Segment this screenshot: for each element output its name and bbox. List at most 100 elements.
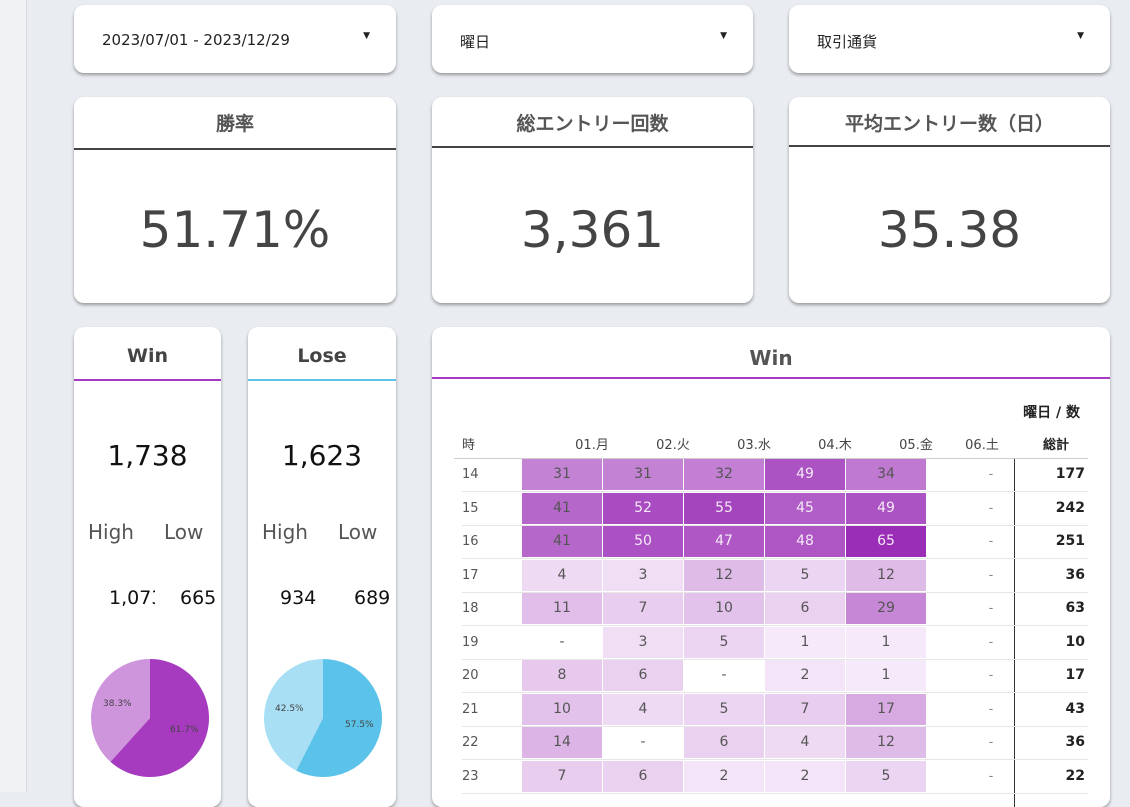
heatmap-cell: 10 bbox=[684, 593, 764, 624]
hour-header: 時 bbox=[462, 438, 476, 453]
win-summary-card: Win 1,738 High Low 1,073 665 38.3% 61.7% bbox=[74, 327, 221, 807]
row-hour: 15 bbox=[462, 500, 479, 516]
row-divider bbox=[462, 591, 1088, 593]
heatmap-cell: 34 bbox=[846, 459, 926, 490]
heatmap-cell: 1 bbox=[846, 660, 926, 691]
heatmap-cell: 29 bbox=[846, 593, 926, 624]
pie-label-low: 38.3% bbox=[103, 699, 132, 709]
divider bbox=[248, 379, 396, 381]
heatmap-cell: 12 bbox=[846, 559, 926, 591]
heatmap-cell: 65 bbox=[846, 526, 926, 557]
weekday-filter[interactable]: 曜日 ▼ bbox=[432, 5, 753, 73]
row-divider bbox=[462, 658, 1088, 660]
heatmap-cell: 7 bbox=[765, 693, 845, 725]
heatmap-cell: 8 bbox=[522, 660, 602, 691]
heatmap-cell: 7 bbox=[522, 760, 602, 792]
heatmap-cell-saturday: - bbox=[988, 567, 994, 583]
row-total: 36 bbox=[1065, 734, 1085, 750]
heatmap-cell: 6 bbox=[684, 727, 764, 758]
heatmap-cell: 45 bbox=[765, 492, 845, 524]
lose-total: 1,623 bbox=[281, 439, 363, 472]
heatmap-cell: 32 bbox=[684, 459, 764, 490]
heatmap-cell: 41 bbox=[522, 492, 602, 524]
heatmap-cell: 49 bbox=[846, 492, 926, 524]
card-title: Lose bbox=[297, 345, 347, 367]
kpi-value: 51.71% bbox=[139, 201, 331, 259]
row-divider bbox=[462, 692, 1088, 693]
heatmap-cell-saturday: - bbox=[988, 601, 994, 616]
total-header: 総計 bbox=[1042, 438, 1069, 453]
heatmap-cell-saturday: - bbox=[988, 701, 994, 717]
pie-slice-high bbox=[296, 659, 382, 777]
lose-summary-card: Lose 1,623 High Low 934 689 42.5% 57.5% bbox=[248, 327, 396, 807]
kpi-avg-entries: 平均エントリー数（日） 35.38 bbox=[789, 97, 1110, 303]
heatmap-cell: 55 bbox=[684, 492, 764, 524]
heatmap-cell: 52 bbox=[603, 492, 683, 524]
row-divider bbox=[462, 558, 1088, 559]
heatmap-cell-saturday: - bbox=[988, 534, 994, 549]
heatmap-cell-saturday: - bbox=[988, 467, 994, 482]
pie-label-low: 42.5% bbox=[275, 704, 304, 714]
high-value: 1,073 bbox=[109, 587, 155, 609]
heatmap-cell: 5 bbox=[684, 626, 764, 658]
heatmap-cell: - bbox=[640, 734, 646, 750]
kpi-win-rate: 勝率 51.71% bbox=[74, 97, 396, 303]
row-total: 242 bbox=[1055, 499, 1085, 516]
row-total: 22 bbox=[1065, 767, 1085, 784]
heatmap-cell: 11 bbox=[522, 593, 602, 624]
col-header: 05.金 bbox=[899, 438, 933, 453]
low-label: Low bbox=[338, 520, 378, 544]
win-pie-chart bbox=[90, 659, 209, 777]
card-title: Win bbox=[127, 345, 168, 367]
heatmap-cell: 4 bbox=[765, 727, 845, 758]
col-header: 01.月 bbox=[575, 438, 609, 453]
heatmap-cell: 2 bbox=[765, 660, 845, 691]
caret-down-icon: ▼ bbox=[720, 31, 727, 41]
date-range-filter[interactable]: 2023/07/01 - 2023/12/29 ▼ bbox=[74, 5, 396, 73]
divider bbox=[789, 145, 1110, 147]
currency-filter[interactable]: 取引通貨 ▼ bbox=[789, 5, 1110, 73]
heatmap-cell: 3 bbox=[603, 626, 683, 658]
heatmap-cell: 10 bbox=[522, 693, 602, 725]
heatmap-cell: 50 bbox=[603, 526, 683, 557]
divider bbox=[432, 146, 753, 148]
caret-down-icon: ▼ bbox=[1077, 31, 1084, 41]
dimension-label: 曜日 / 数 bbox=[1023, 405, 1080, 421]
heatmap-cell-saturday: - bbox=[988, 668, 994, 683]
row-hour: 18 bbox=[462, 601, 479, 616]
heatmap-cell: 2 bbox=[684, 760, 764, 792]
col-header: 03.水 bbox=[737, 438, 771, 453]
row-divider bbox=[462, 792, 1088, 794]
kpi-title: 平均エントリー数（日） bbox=[844, 113, 1054, 135]
heatmap-cell: 6 bbox=[765, 593, 845, 624]
heatmap-cell-saturday: - bbox=[988, 735, 994, 750]
row-total: 17 bbox=[1065, 667, 1085, 683]
card-title: Win bbox=[749, 346, 793, 370]
row-total: 63 bbox=[1065, 600, 1085, 616]
divider bbox=[74, 148, 396, 150]
heatmap-cell: 4 bbox=[603, 693, 683, 725]
heatmap-cell: 7 bbox=[603, 593, 683, 624]
col-header: 04.木 bbox=[818, 438, 852, 453]
pie-slice-high bbox=[110, 659, 209, 777]
heatmap-cell: 31 bbox=[603, 459, 683, 490]
high-label: High bbox=[262, 520, 308, 544]
heatmap-cell: 5 bbox=[765, 559, 845, 591]
row-divider bbox=[462, 524, 1088, 526]
heatmap-cell: 31 bbox=[522, 459, 602, 490]
row-divider bbox=[462, 625, 1088, 626]
row-total: 36 bbox=[1065, 566, 1085, 583]
heatmap-cell: 4 bbox=[522, 559, 602, 591]
heatmap-cell: 3 bbox=[603, 559, 683, 591]
heatmap-cell: 47 bbox=[684, 526, 764, 557]
pie-slice-low bbox=[264, 659, 323, 771]
caret-down-icon: ▼ bbox=[363, 31, 370, 41]
row-hour: 19 bbox=[462, 634, 479, 650]
pie-label-high: 61.7% bbox=[170, 725, 199, 735]
heatmap-cell: 17 bbox=[846, 693, 926, 725]
heatmap-cell: - bbox=[559, 633, 565, 650]
weekday-filter-label: 曜日 bbox=[460, 33, 491, 51]
heatmap-cell: 41 bbox=[522, 526, 602, 557]
lose-pie-chart bbox=[264, 659, 382, 777]
total-column-border bbox=[1014, 459, 1015, 807]
